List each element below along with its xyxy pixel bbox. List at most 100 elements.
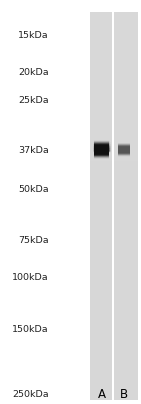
Bar (90, 222, 138, 225)
Bar (90, 135, 138, 138)
Bar (112, 12, 114, 400)
Bar (90, 306, 138, 309)
Bar (90, 187, 138, 190)
Bar (90, 99, 138, 103)
Bar (90, 122, 138, 125)
Bar (90, 390, 138, 393)
Bar (90, 248, 138, 251)
Bar (90, 355, 138, 358)
Bar (90, 148, 138, 151)
Bar (90, 280, 138, 284)
Bar (90, 374, 138, 377)
Bar (90, 180, 138, 183)
Bar (90, 335, 138, 339)
Bar (90, 397, 138, 400)
Bar (90, 381, 138, 384)
Bar (90, 229, 138, 232)
Bar (90, 112, 138, 116)
Bar (90, 290, 138, 293)
Bar (90, 70, 138, 74)
Text: A: A (98, 388, 106, 402)
Bar (90, 245, 138, 248)
Bar (90, 125, 138, 128)
Bar (90, 287, 138, 290)
Bar (90, 51, 138, 54)
Bar (90, 138, 138, 141)
Bar (90, 348, 138, 351)
Bar (90, 158, 138, 161)
Bar (90, 15, 138, 19)
Bar (90, 242, 138, 245)
Bar (90, 251, 138, 255)
Bar (90, 203, 138, 206)
Bar (90, 271, 138, 274)
Bar (90, 54, 138, 57)
Bar (90, 209, 138, 213)
Bar (90, 358, 138, 361)
Bar (90, 326, 138, 329)
Bar (90, 319, 138, 322)
Bar (90, 284, 138, 287)
Bar (90, 190, 138, 193)
Bar (90, 35, 138, 38)
Bar (90, 193, 138, 196)
Bar (90, 196, 138, 200)
Bar (90, 387, 138, 390)
Bar (90, 368, 138, 371)
Bar (90, 28, 138, 32)
Bar (90, 297, 138, 300)
Bar (90, 361, 138, 364)
Bar (90, 93, 138, 96)
Bar (90, 258, 138, 261)
Bar (90, 128, 138, 132)
Bar (90, 119, 138, 122)
Bar (90, 12, 138, 15)
Bar (90, 351, 138, 355)
Bar (90, 316, 138, 319)
Bar (90, 32, 138, 35)
Bar (90, 151, 138, 154)
Bar (90, 116, 138, 119)
Bar (90, 67, 138, 70)
Bar (90, 170, 138, 174)
Bar (90, 322, 138, 326)
Bar (90, 277, 138, 280)
Bar (90, 103, 138, 106)
Bar (90, 371, 138, 374)
Bar (90, 261, 138, 264)
Bar (90, 384, 138, 387)
Bar (90, 339, 138, 342)
Bar (90, 106, 138, 109)
Bar (90, 19, 138, 22)
Bar (90, 238, 138, 242)
Bar (90, 293, 138, 297)
Bar (90, 174, 138, 177)
Bar (90, 206, 138, 209)
Bar (90, 232, 138, 235)
Bar (90, 61, 138, 64)
Bar (90, 213, 138, 216)
Bar (90, 377, 138, 381)
Bar (90, 96, 138, 99)
Bar (90, 80, 138, 83)
Bar (90, 12, 138, 400)
Bar (90, 145, 138, 148)
Bar (90, 309, 138, 313)
Bar (90, 200, 138, 203)
Bar (90, 167, 138, 170)
Bar (90, 267, 138, 271)
Bar (90, 274, 138, 277)
Bar (90, 22, 138, 25)
Bar (90, 342, 138, 345)
Bar (90, 44, 138, 48)
Bar (90, 177, 138, 180)
Bar (90, 235, 138, 238)
Bar (90, 219, 138, 222)
Bar (90, 225, 138, 229)
Bar (90, 77, 138, 80)
Bar (90, 332, 138, 335)
Bar (90, 364, 138, 368)
Bar (90, 109, 138, 112)
Bar (90, 216, 138, 219)
Bar (90, 57, 138, 61)
